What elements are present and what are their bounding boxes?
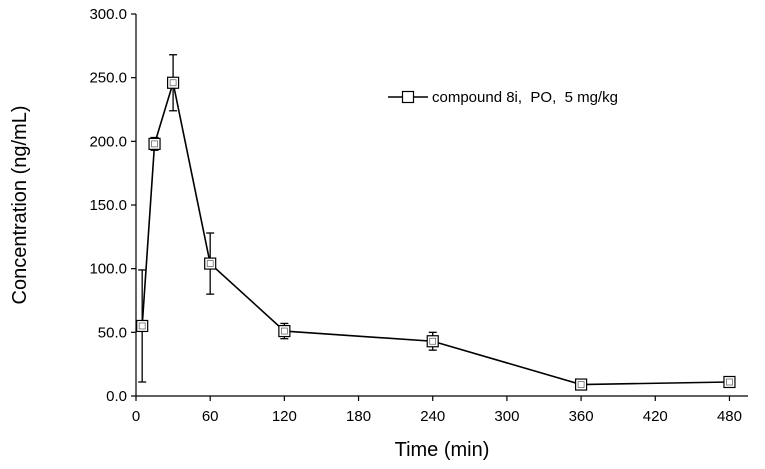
data-point-inner — [151, 140, 158, 148]
data-point-inner — [281, 327, 288, 335]
data-point — [278, 324, 291, 338]
legend: compound 8i, PO, 5 mg/kg — [388, 89, 618, 106]
data-point — [148, 137, 161, 150]
data-point-inner — [138, 322, 146, 330]
series-line — [141, 82, 730, 386]
data-point — [574, 378, 588, 391]
x-tick-label: 480 — [717, 408, 742, 425]
y-tick-label: 50.0 — [98, 324, 127, 341]
data-point-inner — [169, 79, 177, 87]
y-tick-label: 100.0 — [89, 261, 127, 278]
legend-marker — [401, 90, 415, 104]
x-tick-label: 60 — [202, 408, 219, 425]
data-point-inner — [429, 337, 437, 345]
x-axis: 0 60 120 180 240 300 360 420 480 — [132, 395, 748, 425]
y-tick-label: 300.0 — [89, 6, 127, 23]
x-tick-label: 0 — [132, 408, 140, 425]
x-tick-label: 240 — [420, 408, 445, 425]
y-axis-title: Concentration (ng/mL) — [9, 106, 31, 305]
y-tick-label: 150.0 — [89, 197, 127, 214]
y-tick-label: 250.0 — [89, 70, 127, 87]
data-point-inner — [726, 378, 733, 386]
x-tick-label: 180 — [346, 408, 371, 425]
x-tick-label: 120 — [272, 408, 297, 425]
x-tick-label: 300 — [494, 408, 519, 425]
y-ticks: 0.0 50.0 100.0 150.0 200.0 250.0 300.0 — [89, 6, 136, 405]
data-point-inner — [206, 260, 214, 267]
data-point — [136, 319, 149, 333]
data-point-inner — [577, 381, 585, 388]
x-axis-title: Time (min) — [395, 439, 490, 461]
data-point — [204, 257, 217, 270]
x-tick-label: 420 — [643, 408, 668, 425]
y-axis: 0.0 50.0 100.0 150.0 200.0 250.0 300.0 — [89, 6, 137, 405]
x-tick-label: 360 — [569, 408, 594, 425]
data-point — [166, 76, 180, 89]
data-point — [723, 375, 736, 389]
legend-label: compound 8i, PO, 5 mg/kg — [432, 89, 618, 106]
series-layer — [136, 54, 736, 391]
data-point — [426, 335, 439, 348]
x-ticks: 0 60 120 180 240 300 360 420 480 — [132, 396, 742, 425]
y-tick-label: 0.0 — [106, 388, 127, 405]
y-tick-label: 200.0 — [89, 133, 127, 150]
